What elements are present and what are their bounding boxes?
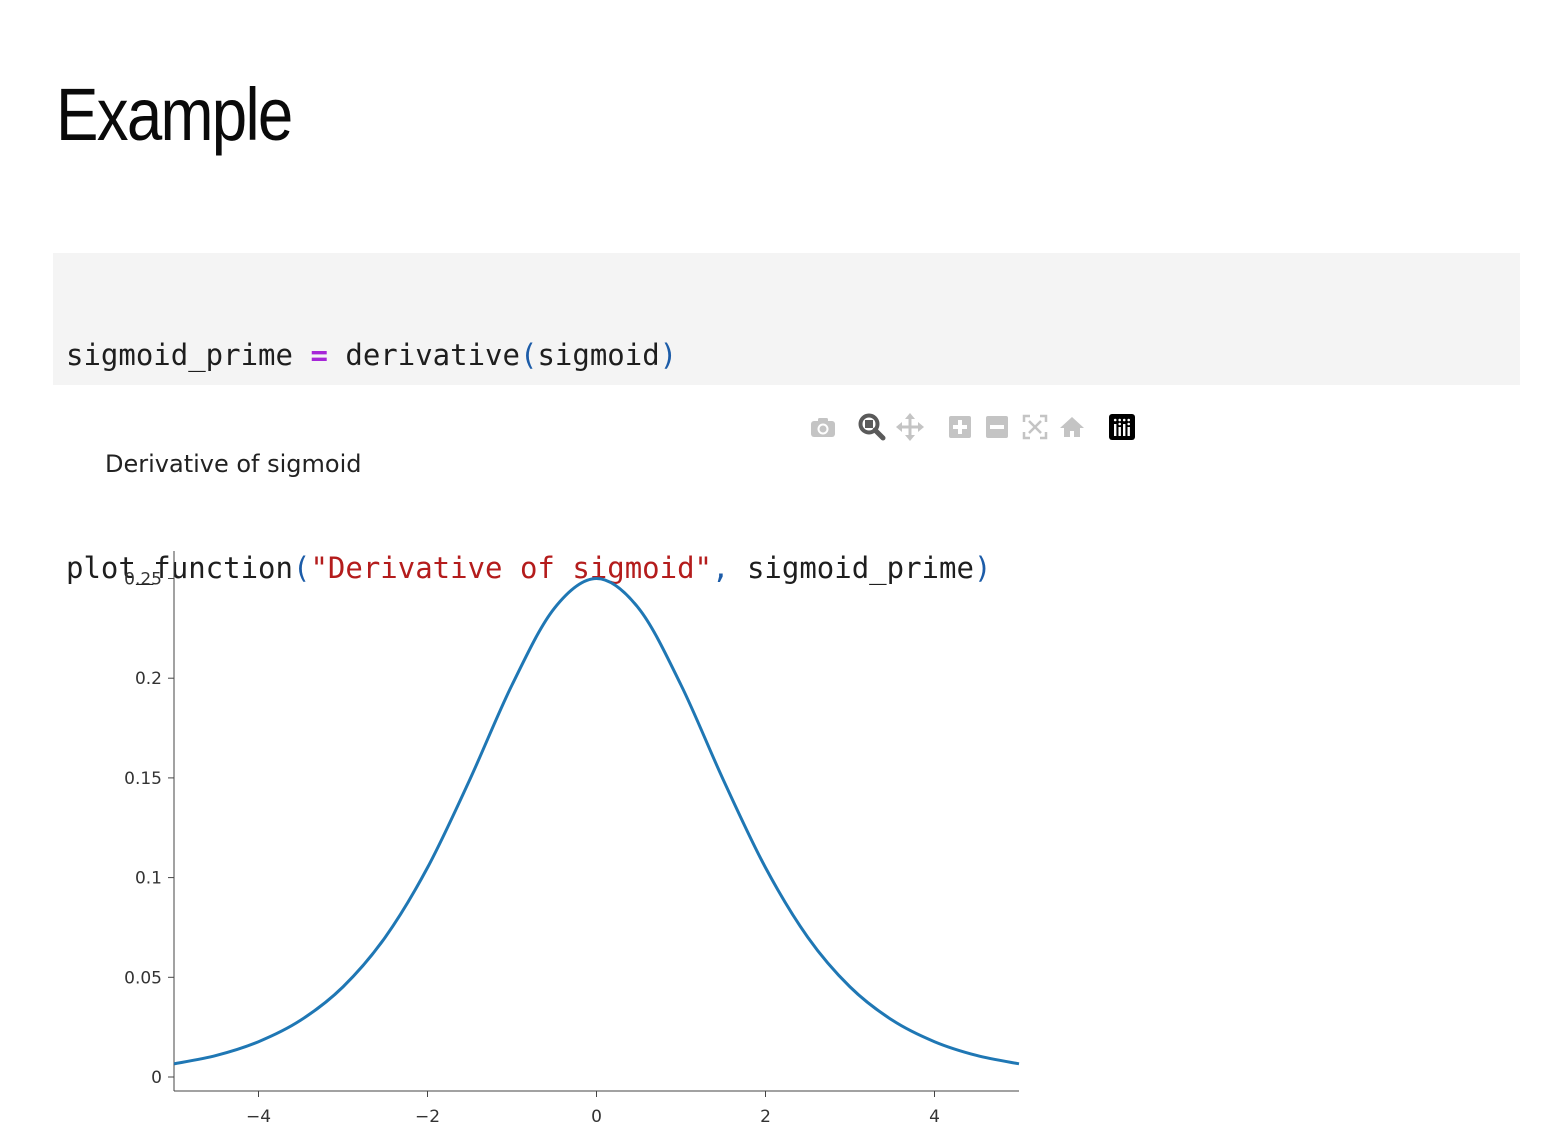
x-tick-label: −4: [246, 1107, 271, 1127]
x-tick-label: 4: [929, 1107, 940, 1127]
code-string: "Derivative of sigmoid": [310, 551, 713, 585]
plot-modebar: [806, 412, 1146, 444]
camera-icon[interactable]: [808, 412, 838, 442]
code-operator: =: [310, 338, 328, 372]
y-tick-label: 0: [151, 1068, 162, 1088]
y-tick-label: 0.2: [135, 669, 162, 689]
code-paren: (: [292, 551, 311, 585]
zoom-out-icon[interactable]: [982, 412, 1012, 442]
code-block: sigmoid_prime = derivative(sigmoid) plot…: [53, 253, 1520, 585]
series-line: [173, 576, 1020, 1066]
code-line: plot_function("Derivative of sigmoid", s…: [66, 551, 1520, 587]
y-tick-label: 0.05: [124, 968, 162, 988]
y-tick-label: 0.1: [135, 869, 162, 889]
x-tick-label: 0: [591, 1107, 602, 1127]
reset-axes-icon[interactable]: [1057, 412, 1087, 442]
code-paren: ): [659, 338, 678, 372]
plotly-logo-icon[interactable]: [1107, 412, 1137, 442]
pan-icon[interactable]: [895, 412, 925, 442]
chart-title: Derivative of sigmoid: [105, 450, 362, 478]
zoom-icon[interactable]: [857, 412, 887, 442]
slide-title: Example: [56, 73, 293, 156]
code-function: derivative: [327, 338, 520, 372]
code-argument: sigmoid: [537, 338, 660, 372]
code-line: sigmoid_prime = derivative(sigmoid): [66, 338, 1520, 374]
zoom-in-icon[interactable]: [945, 412, 975, 442]
y-tick-label: 0.25: [124, 570, 162, 590]
x-tick-label: −2: [415, 1107, 440, 1127]
autoscale-icon[interactable]: [1020, 412, 1050, 442]
code-comma: ,: [712, 551, 730, 585]
code-paren: (: [519, 338, 538, 372]
code-variable: sigmoid_prime: [66, 338, 311, 372]
code-paren: ): [973, 551, 992, 585]
code-argument: sigmoid_prime: [729, 551, 974, 585]
x-tick-label: 2: [760, 1107, 771, 1127]
y-tick-label: 0.15: [124, 769, 162, 789]
code-function: plot_function: [66, 551, 293, 585]
